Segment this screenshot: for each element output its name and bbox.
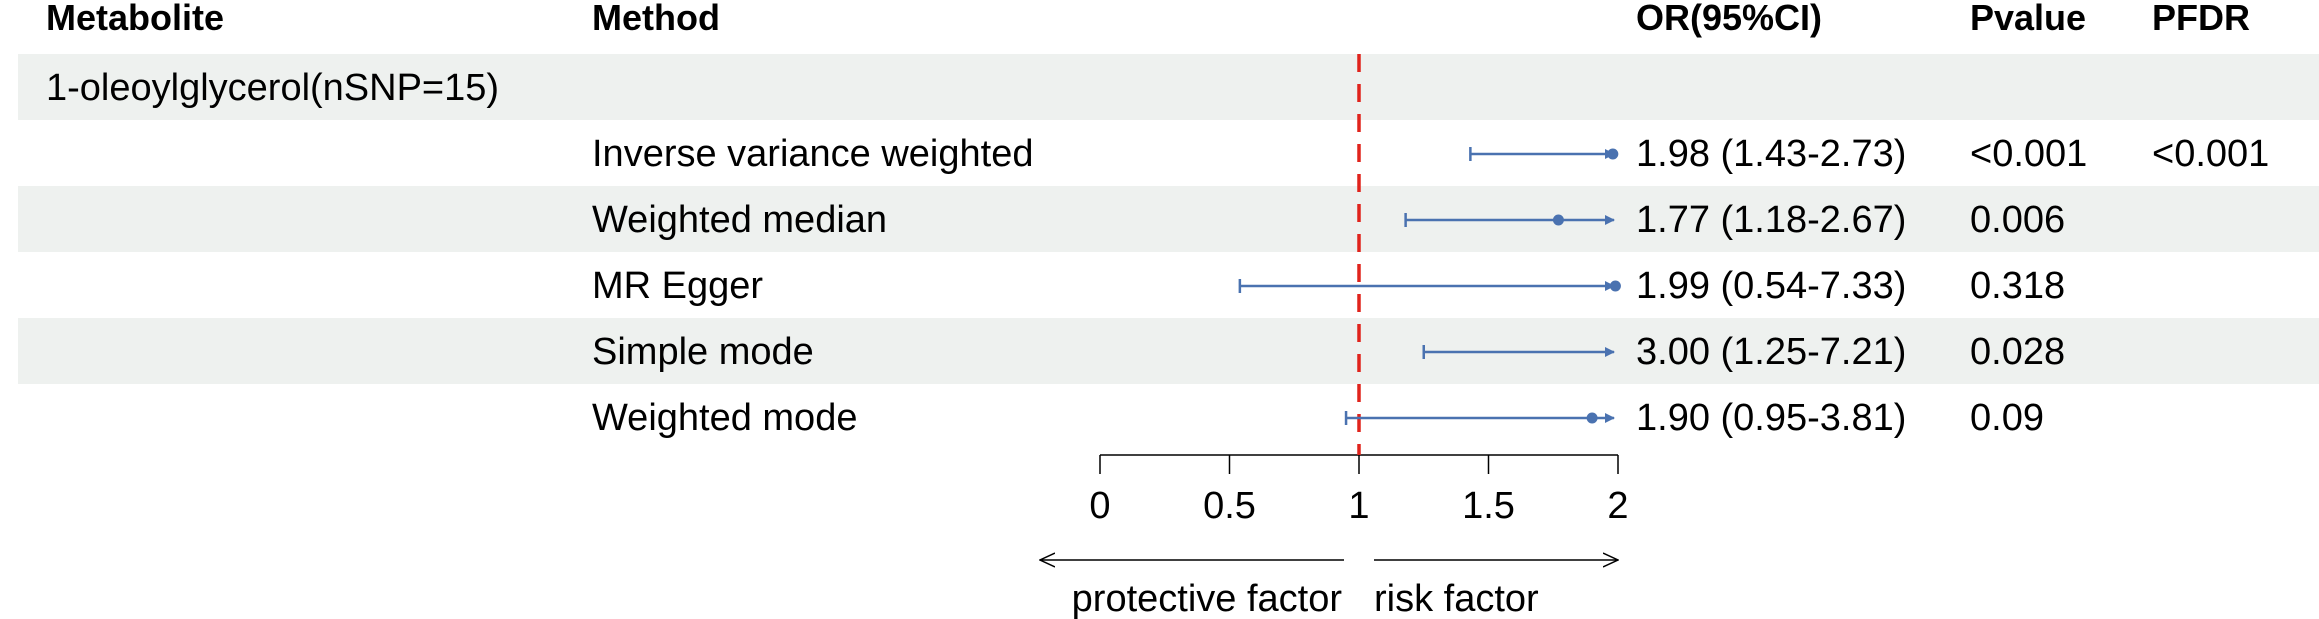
header-pfdr: PFDR [2152,0,2250,38]
pfdr: <0.001 [2152,133,2270,175]
x-tick-label: 0 [1089,485,1110,527]
or-point [1607,148,1619,160]
or-value: 3.00 (1.25-7.21) [1636,331,1907,373]
header-metabolite: Metabolite [46,0,225,38]
x-tick-label: 0.5 [1203,485,1256,527]
protective-factor-label: protective factor [1072,578,1343,619]
header-or: OR(95%CI) [1636,0,1823,38]
row-stripe [18,186,2319,252]
row-stripe [18,318,2319,384]
header-pvalue: Pvalue [1970,0,2087,38]
or-point [1586,412,1598,424]
pvalue: <0.001 [1970,133,2088,175]
or-value: 1.90 (0.95-3.81) [1636,397,1907,439]
or-point [1609,280,1621,292]
pvalue: 0.318 [1970,265,2066,307]
or-value: 1.98 (1.43-2.73) [1636,133,1907,175]
pvalue: 0.09 [1970,397,2044,439]
x-tick-label: 1 [1348,485,1369,527]
method-label: MR Egger [592,265,764,307]
pvalue: 0.006 [1970,199,2066,241]
group-label: 1-oleoylglycerol(nSNP=15) [46,67,500,109]
header-method: Method [592,0,720,38]
row-stripe [18,54,2319,120]
method-label: Simple mode [592,331,814,373]
method-label: Weighted mode [592,397,858,439]
or-value: 1.77 (1.18-2.67) [1636,199,1907,241]
method-label: Inverse variance weighted [592,133,1034,175]
pvalue: 0.028 [1970,331,2066,373]
method-label: Weighted median [592,199,888,241]
x-tick-label: 2 [1607,485,1628,527]
risk-factor-label: risk factor [1374,578,1539,619]
x-tick-label: 1.5 [1462,485,1515,527]
or-point [1552,214,1564,226]
or-value: 1.99 (0.54-7.33) [1636,265,1907,307]
